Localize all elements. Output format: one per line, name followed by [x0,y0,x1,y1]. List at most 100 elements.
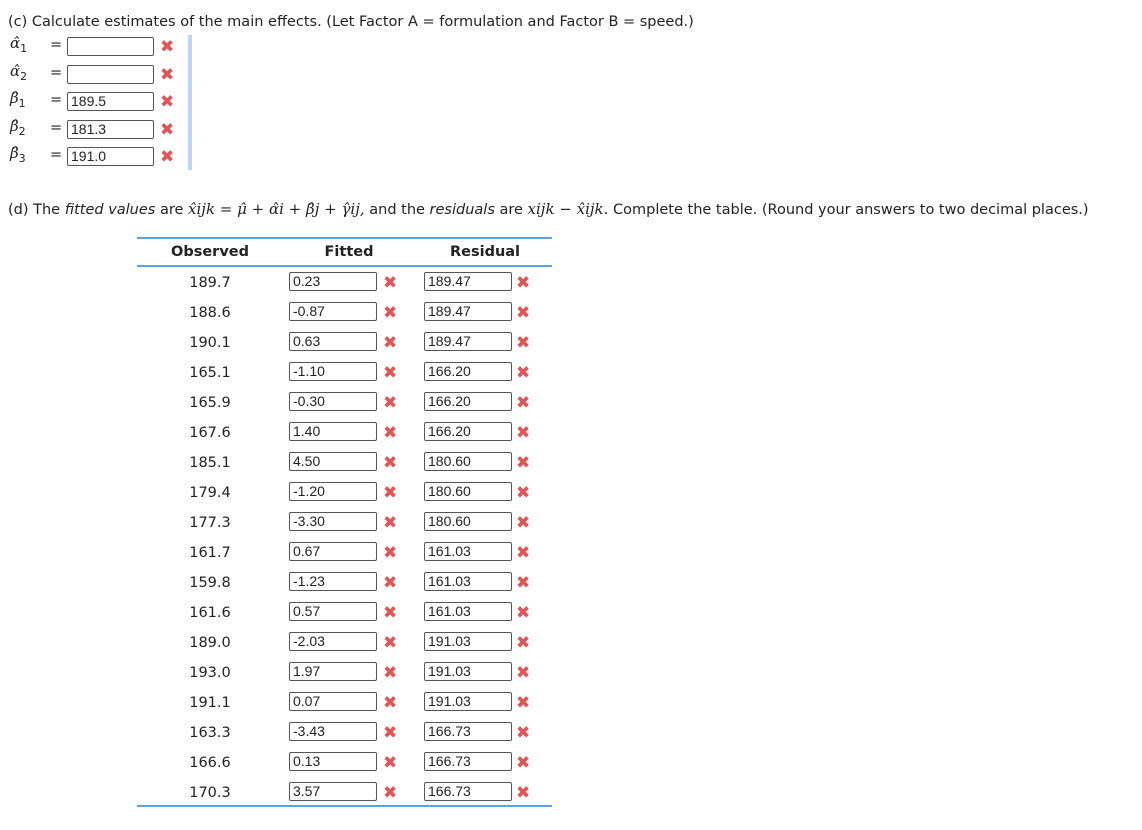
estimate-input[interactable]: 181.3 [67,119,154,139]
fitted-input[interactable]: 1.40 [289,422,377,441]
fitted-input[interactable]: 0.07 [289,692,377,711]
equals-sign: = [50,119,63,136]
incorrect-x-icon: ✖ [516,333,531,353]
estimate-symbol: β̂2 [10,116,26,138]
observed-value: 161.6 [189,605,231,621]
fitted-input[interactable]: 0.57 [289,602,377,621]
fitted-input[interactable]: -1.20 [289,482,377,501]
fitted-input[interactable]: -0.30 [289,392,377,411]
header-fitted: Fitted [324,244,374,260]
incorrect-x-icon: ✖ [160,64,175,85]
estimate-symbol: α̂1 [10,34,28,55]
fitted-input[interactable]: -3.43 [289,722,377,741]
fitted-formula: x̂ijk = μ̂ + α̂i + β̂j + γ̂ij, [188,200,365,218]
residual-input[interactable]: 166.20 [424,422,512,441]
fitted-input[interactable]: 1.97 [289,662,377,681]
fitted-input[interactable]: -3.30 [289,512,377,531]
observed-value: 165.1 [189,365,231,381]
incorrect-x-icon: ✖ [516,633,531,653]
observed-value: 161.7 [189,545,231,561]
incorrect-x-icon: ✖ [383,453,398,473]
incorrect-x-icon: ✖ [383,603,398,623]
incorrect-x-icon: ✖ [516,483,531,503]
residual-input[interactable]: 180.60 [424,452,512,471]
observed-value: 185.1 [189,455,231,471]
incorrect-x-icon: ✖ [383,273,398,293]
incorrect-x-icon: ✖ [383,513,398,533]
table-header-rule [137,265,552,267]
incorrect-x-icon: ✖ [383,303,398,323]
incorrect-x-icon: ✖ [383,333,398,353]
incorrect-x-icon: ✖ [383,783,398,803]
residual-input[interactable]: 166.20 [424,362,512,381]
table-bottom-rule [137,805,552,807]
observed-value: 165.9 [189,395,231,411]
fitted-input[interactable]: 4.50 [289,452,377,471]
residual-input[interactable]: 161.03 [424,602,512,621]
observed-value: 163.3 [189,725,231,741]
residual-input[interactable]: 189.47 [424,332,512,351]
incorrect-x-icon: ✖ [383,573,398,593]
residual-input[interactable]: 166.73 [424,782,512,801]
incorrect-x-icon: ✖ [516,423,531,443]
estimate-symbol: β̂1 [10,89,26,110]
observed-value: 191.1 [189,695,231,711]
table-top-rule [137,237,552,239]
fitted-input[interactable]: -1.23 [289,572,377,591]
observed-value: 177.3 [189,515,231,531]
fitted-input[interactable]: 0.13 [289,752,377,771]
equals-sign: = [50,37,63,53]
residual-input[interactable]: 161.03 [424,572,512,591]
residual-input[interactable]: 191.03 [424,692,512,711]
residual-input[interactable]: 161.03 [424,542,512,561]
fitted-input[interactable]: 3.57 [289,782,377,801]
fitted-input[interactable]: 0.23 [289,272,377,291]
fitted-input[interactable]: 0.67 [289,542,377,561]
incorrect-x-icon: ✖ [516,573,531,593]
residual-input[interactable]: 166.73 [424,722,512,741]
incorrect-x-icon: ✖ [383,543,398,563]
residual-input[interactable]: 189.47 [424,302,512,321]
fitted-input[interactable]: -1.10 [289,362,377,381]
observed-value: 166.6 [189,755,231,771]
incorrect-x-icon: ✖ [383,693,398,713]
estimate-input[interactable]: 191.0 [67,147,154,166]
incorrect-x-icon: ✖ [383,363,398,383]
fitted-input[interactable]: 0.63 [289,332,377,351]
incorrect-x-icon: ✖ [516,753,531,773]
incorrect-x-icon: ✖ [516,783,531,803]
residual-input[interactable]: 191.03 [424,632,512,651]
estimate-symbol: α̂2 [10,61,28,83]
residual-formula: xijk − x̂ijk. [527,200,609,218]
residual-input[interactable]: 180.60 [424,512,512,531]
incorrect-x-icon: ✖ [516,723,531,743]
incorrect-x-icon: ✖ [516,693,531,713]
observed-value: 179.4 [189,485,231,501]
observed-value: 190.1 [189,335,231,351]
estimate-input[interactable] [67,37,154,56]
fitted-input[interactable]: -2.03 [289,632,377,651]
estimate-input[interactable]: 189.5 [67,92,154,111]
estimate-input[interactable] [67,64,154,84]
header-observed: Observed [171,244,249,260]
equals-sign: = [50,64,63,81]
observed-value: 193.0 [189,665,231,681]
observed-value: 189.0 [189,635,231,651]
incorrect-x-icon: ✖ [160,37,175,57]
residual-input[interactable]: 191.03 [424,662,512,681]
incorrect-x-icon: ✖ [160,92,175,112]
incorrect-x-icon: ✖ [160,147,175,167]
residual-input[interactable]: 180.60 [424,482,512,501]
incorrect-x-icon: ✖ [516,603,531,623]
observed-value: 167.6 [189,425,231,441]
residual-input[interactable]: 189.47 [424,272,512,291]
observed-value: 189.7 [189,275,231,291]
fitted-input[interactable]: -0.87 [289,302,377,321]
incorrect-x-icon: ✖ [383,753,398,773]
residual-input[interactable]: 166.20 [424,392,512,411]
observed-value: 188.6 [189,305,231,321]
residuals-term: residuals [429,202,495,218]
residual-input[interactable]: 166.73 [424,752,512,771]
observed-value: 170.3 [189,785,231,801]
incorrect-x-icon: ✖ [516,273,531,293]
